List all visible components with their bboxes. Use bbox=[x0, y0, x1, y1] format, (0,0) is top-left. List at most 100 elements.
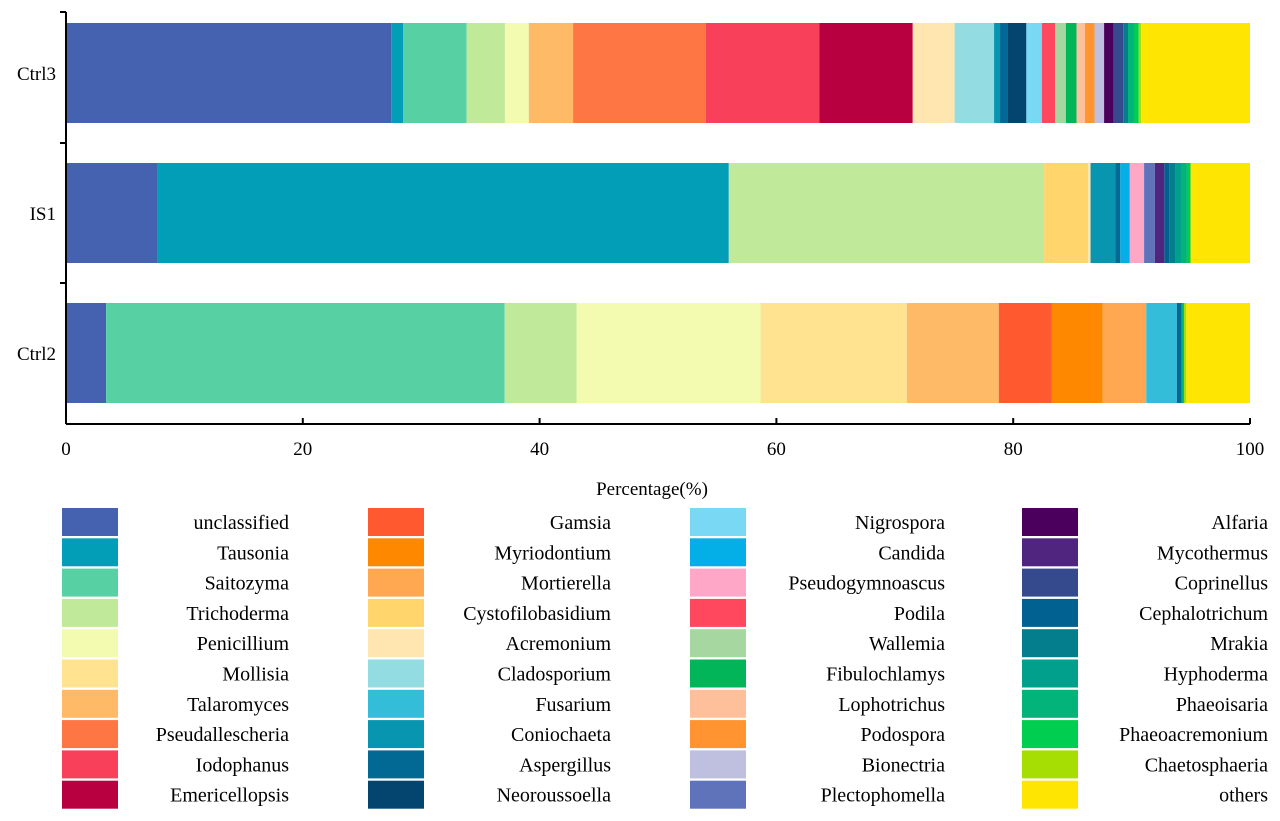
legend-swatch-mrakia bbox=[1022, 629, 1078, 658]
bar-is1-hyphoderma bbox=[1175, 163, 1181, 263]
bar-ctrl2-gamsia bbox=[998, 303, 1052, 403]
legend-swatch-coprinellus bbox=[1022, 568, 1078, 597]
legend-swatch-cystofilobasidium bbox=[368, 598, 424, 627]
legend-swatch-phaeoacremonium bbox=[1022, 720, 1078, 749]
legend-label-lophotrichus: Lophotrichus bbox=[838, 694, 945, 716]
legend-label-others: others bbox=[1219, 785, 1268, 807]
bar-ctrl2-myriodontium bbox=[1051, 303, 1103, 403]
bar-ctrl3-saitozyma bbox=[403, 23, 467, 123]
legend-swatch-iodophanus bbox=[62, 750, 118, 779]
category-labels: Ctrl3 IS1 Ctrl2 bbox=[17, 64, 56, 365]
x-ticks: 0 20 40 60 80 100 bbox=[61, 418, 1264, 460]
legend-swatch-phaeoisaria bbox=[1022, 689, 1078, 718]
legend-swatch-mollisia bbox=[62, 659, 118, 688]
x-tick-label-80: 80 bbox=[1004, 439, 1023, 460]
legend-label-candida: Candida bbox=[878, 542, 945, 564]
legend-label-phaeoacremonium: Phaeoacremonium bbox=[1119, 724, 1268, 746]
legend-swatch-cephalotrichum bbox=[1022, 598, 1078, 627]
bar-ctrl3-iodophanus bbox=[705, 23, 820, 123]
legend-label-mycothermus: Mycothermus bbox=[1157, 542, 1268, 564]
legend-swatch-podospora bbox=[690, 720, 746, 749]
bar-ctrl3-phaeoacremonium bbox=[1133, 23, 1139, 123]
bar-ctrl3-phaeoisaria bbox=[1128, 23, 1134, 123]
legend-label-myriodontium: Myriodontium bbox=[494, 542, 611, 564]
bar-ctrl3-pseudallescheria bbox=[573, 23, 706, 123]
legend-label-pseudogymnoascus: Pseudogymnoascus bbox=[788, 573, 945, 595]
legend-swatch-neoroussoella bbox=[368, 780, 424, 809]
legend-swatch-others bbox=[1022, 780, 1078, 809]
legend-swatch-saitozyma bbox=[62, 568, 118, 597]
legend-label-wallemia: Wallemia bbox=[869, 633, 945, 655]
legend-label-neoroussoella: Neoroussoella bbox=[497, 785, 612, 807]
bar-ctrl3-wallemia bbox=[1055, 23, 1066, 123]
bar-ctrl3-neoroussoella bbox=[1007, 23, 1027, 123]
legend-swatch-pseudogymnoascus bbox=[690, 568, 746, 597]
legend-label-fusarium: Fusarium bbox=[535, 694, 611, 716]
bar-ctrl3-mrakia bbox=[1123, 23, 1129, 123]
bar-is1-tausonia bbox=[157, 163, 729, 263]
legend-label-cephalotrichum: Cephalotrichum bbox=[1139, 603, 1268, 625]
bar-ctrl3-others bbox=[1141, 23, 1250, 123]
legend-swatch-mortierella bbox=[368, 568, 424, 597]
x-tick-label-60: 60 bbox=[767, 439, 786, 460]
legend-label-mrakia: Mrakia bbox=[1210, 633, 1268, 655]
bar-is1-aspergillus bbox=[1115, 163, 1121, 263]
bar-ctrl3-lophotrichus bbox=[1076, 23, 1085, 123]
bar-is1-coniochaeta bbox=[1090, 163, 1116, 263]
bar-ctrl2-talaromyces bbox=[906, 303, 999, 403]
legend-swatch-candida bbox=[690, 538, 746, 567]
bar-is1-plectophomella bbox=[1144, 163, 1155, 263]
bar-ctrl3-nigrospora bbox=[1026, 23, 1042, 123]
legend-label-chaetosphaeria: Chaetosphaeria bbox=[1145, 754, 1268, 776]
bar-is1-candida bbox=[1120, 163, 1130, 263]
bar-ctrl2-mollisia bbox=[760, 303, 907, 403]
bar-ctrl3-talaromyces bbox=[528, 23, 574, 123]
bar-is1-cephalotrichum bbox=[1164, 163, 1170, 263]
legend-swatch-hyphoderma bbox=[1022, 659, 1078, 688]
legend-label-gamsia: Gamsia bbox=[550, 512, 611, 534]
legend-swatch-myriodontium bbox=[368, 538, 424, 567]
bar-ctrl2-mortierella bbox=[1102, 303, 1147, 403]
legend-swatch-bionectria bbox=[690, 750, 746, 779]
legend-label-fibulochlamys: Fibulochlamys bbox=[826, 664, 945, 686]
bar-ctrl2-others bbox=[1186, 303, 1250, 403]
legend-label-podospora: Podospora bbox=[861, 724, 946, 746]
bar-ctrl3-emericellopsis bbox=[819, 23, 913, 123]
x-tick-label-20: 20 bbox=[293, 439, 312, 460]
legend-swatch-trichoderma bbox=[62, 598, 118, 627]
legend-swatch-pseudallescheria bbox=[62, 720, 118, 749]
bar-is1-mycothermus bbox=[1154, 163, 1165, 263]
legend-swatch-podila bbox=[690, 598, 746, 627]
legend-label-penicillium: Penicillium bbox=[197, 633, 290, 655]
category-label-ctrl3: Ctrl3 bbox=[17, 64, 56, 85]
x-tick-label-0: 0 bbox=[61, 439, 71, 460]
bar-ctrl3-tausonia bbox=[391, 23, 404, 123]
legend-label-mortierella: Mortierella bbox=[521, 573, 611, 595]
legend-swatch-unclassified bbox=[62, 508, 118, 536]
legend-swatch-coniochaeta bbox=[368, 720, 424, 749]
x-axis-label: Percentage(%) bbox=[596, 479, 708, 500]
bar-ctrl3-chaetosphaeria bbox=[1138, 23, 1142, 123]
legend-swatch-mycothermus bbox=[1022, 538, 1078, 567]
legend-swatch-acremonium bbox=[368, 629, 424, 658]
x-tick-label-40: 40 bbox=[530, 439, 549, 460]
category-label-is1: IS1 bbox=[30, 204, 56, 225]
bar-ctrl2-aspergillus bbox=[1176, 303, 1182, 403]
bar-ctrl2-penicillium bbox=[576, 303, 761, 403]
bar-ctrl3-aspergillus bbox=[1000, 23, 1008, 123]
legend-label-unclassified: unclassified bbox=[193, 512, 289, 534]
legend-label-alfaria: Alfaria bbox=[1211, 512, 1268, 534]
legend-label-nigrospora: Nigrospora bbox=[855, 512, 945, 534]
legend-label-cystofilobasidium: Cystofilobasidium bbox=[463, 603, 611, 625]
bar-is1-others bbox=[1190, 163, 1250, 263]
legend-label-bionectria: Bionectria bbox=[862, 754, 945, 776]
legend-label-podila: Podila bbox=[894, 603, 945, 625]
legend-label-hyphoderma: Hyphoderma bbox=[1164, 664, 1269, 686]
bar-ctrl3-cladosporium bbox=[954, 23, 995, 123]
legend-label-pseudallescheria: Pseudallescheria bbox=[156, 724, 289, 746]
legend-label-coniochaeta: Coniochaeta bbox=[511, 724, 611, 746]
bar-ctrl3-coprinellus bbox=[1113, 23, 1124, 123]
bar-ctrl2-saitozyma bbox=[106, 303, 505, 403]
bar-ctrl3-podospora bbox=[1084, 23, 1095, 123]
